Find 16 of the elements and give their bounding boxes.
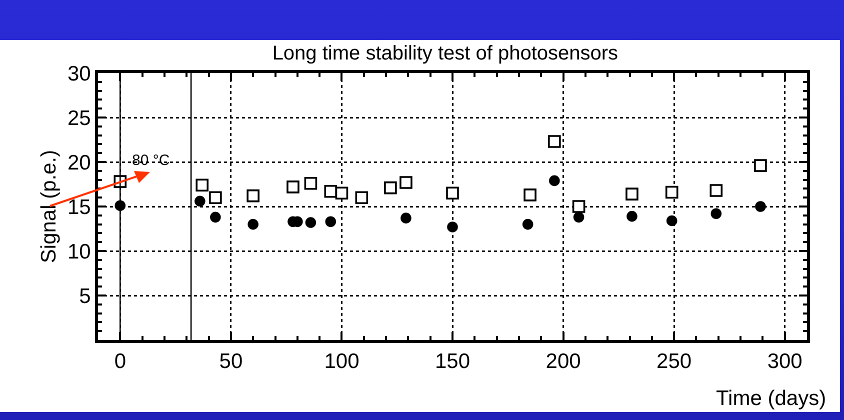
- y-tick-label: 10: [67, 240, 91, 264]
- x-tick-label: 150: [434, 350, 470, 374]
- x-tick-label: 200: [546, 350, 581, 374]
- x-tick-label: 250: [656, 350, 692, 374]
- x-axis-title: Time (days): [716, 387, 826, 410]
- y-tick-label: 5: [79, 284, 91, 308]
- x-tick-label: 100: [324, 350, 360, 374]
- chart-title: Long time stability test of photosensors: [272, 42, 618, 65]
- y-axis-title: Signal (p.e.): [38, 150, 61, 264]
- x-tick-label: 50: [219, 350, 243, 374]
- y-tick-label: 30: [67, 62, 91, 86]
- x-tick-label: 300: [767, 350, 802, 374]
- y-tick-label: 15: [67, 196, 91, 219]
- x-tick-label: 0: [114, 350, 126, 374]
- y-tick-label: 20: [67, 151, 91, 174]
- y-tick-label: 25: [67, 106, 91, 130]
